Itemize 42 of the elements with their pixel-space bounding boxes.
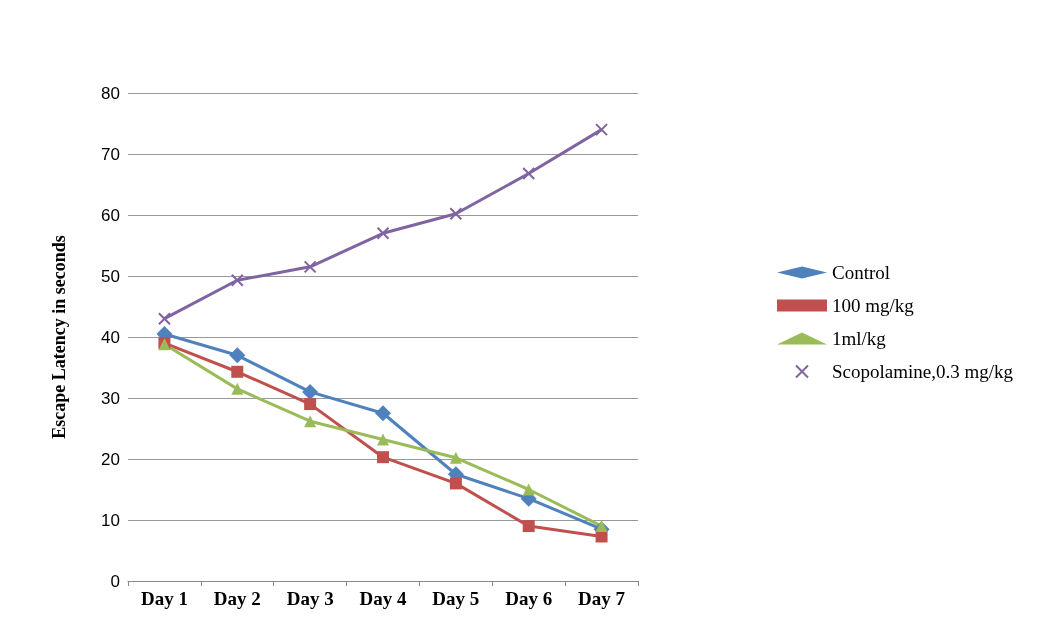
point — [230, 273, 244, 287]
point — [231, 365, 244, 378]
legend-label: 1ml/kg — [831, 328, 887, 349]
x-tick-label: Day 2 — [213, 588, 261, 609]
x-tick-label: Day 5 — [432, 588, 480, 609]
point — [522, 520, 535, 533]
legend-label: Control — [831, 262, 891, 283]
y-tick-label: 10 — [101, 510, 120, 530]
point — [522, 167, 536, 181]
point — [229, 347, 246, 364]
point — [304, 398, 317, 411]
y-axis-title: Escape Latency in seconds — [49, 235, 69, 439]
point — [449, 477, 462, 490]
y-tick-label: 0 — [110, 571, 120, 591]
y-tick-label: 80 — [101, 83, 120, 103]
point — [375, 405, 391, 422]
point — [449, 451, 462, 464]
x-tick-label: Day 4 — [359, 588, 407, 609]
point — [304, 415, 317, 428]
point — [595, 520, 608, 533]
y-tick-label: 30 — [101, 388, 120, 408]
point — [157, 312, 171, 326]
x-tick-label: Day 7 — [578, 588, 626, 609]
y-tick-label: 60 — [101, 205, 120, 225]
point — [595, 123, 609, 137]
point — [377, 451, 389, 464]
point — [449, 207, 463, 221]
point — [376, 226, 390, 240]
x-tick-label: Day 6 — [505, 588, 553, 609]
y-tick-label: 70 — [101, 144, 120, 164]
point — [522, 483, 535, 496]
legend-label: Scopolamine,0.3 mg/kg — [831, 361, 1014, 382]
point — [303, 260, 317, 274]
y-tick-label: 40 — [101, 327, 120, 347]
legend-label: 100 mg/kg — [831, 295, 915, 316]
y-tick-label: 20 — [101, 449, 120, 469]
point — [231, 382, 244, 395]
x-tick-label: Day 1 — [140, 588, 188, 609]
point — [377, 433, 389, 446]
x-tick-label: Day 3 — [286, 588, 334, 609]
y-tick-label: 50 — [101, 266, 120, 286]
point — [302, 383, 319, 400]
